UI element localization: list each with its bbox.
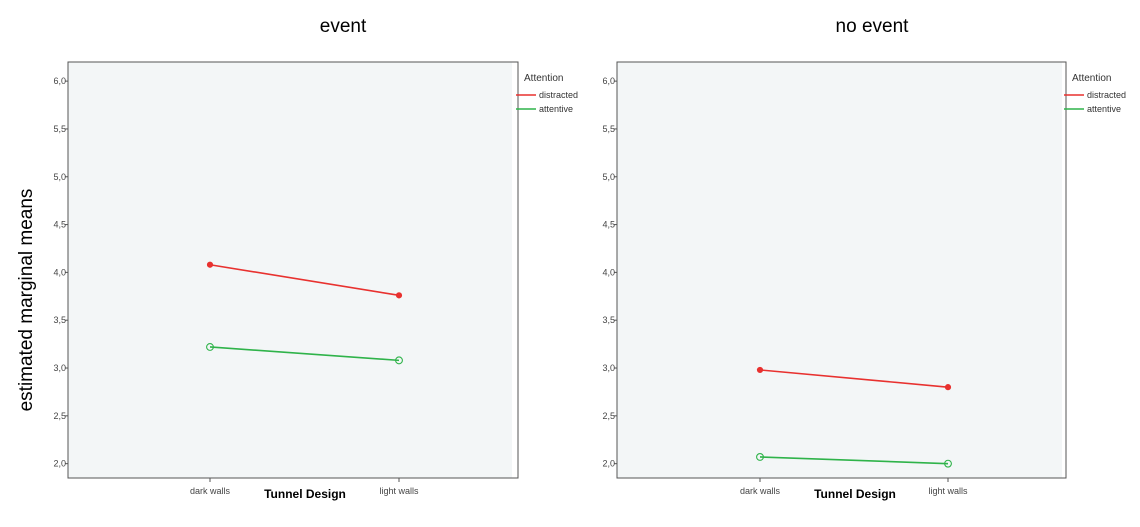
x-tick-label: light walls xyxy=(928,486,968,496)
y-tick-label: 4,0 xyxy=(602,267,615,277)
y-tick-label: 3,0 xyxy=(53,363,66,373)
data-point-attentive xyxy=(944,459,952,468)
y-tick-label: 3,5 xyxy=(602,315,615,325)
chart-title: event xyxy=(320,16,367,37)
plot-area xyxy=(617,62,1062,478)
y-tick-label: 2,5 xyxy=(53,411,66,421)
data-point-attentive xyxy=(395,356,403,365)
plot-area xyxy=(68,62,512,478)
chart-panel-1: event 2,0 2,5 3,0 3,5 4,0 4,5 5,0 5,5 6,0 dark wal… xyxy=(53,16,578,501)
legend-entry-attentive: attentive xyxy=(1087,104,1121,114)
legend-entry-distracted: distracted xyxy=(1087,90,1126,100)
x-tick-label: dark walls xyxy=(190,486,231,496)
x-tick-label: light walls xyxy=(379,486,419,496)
legend-entry-attentive: attentive xyxy=(539,104,573,114)
legend-title: Attention xyxy=(1072,73,1111,84)
y-tick-label: 3,5 xyxy=(53,315,66,325)
chart-panel-2: no event 2,0 2,5 3,0 3,5 4,0 4,5 5,0 5,5 6,0 dark … xyxy=(602,16,1126,501)
series-line-distracted xyxy=(209,263,400,297)
y-tick-label: 5,5 xyxy=(602,124,615,134)
y-tick-label: 6,0 xyxy=(602,76,615,86)
y-tick-label: 5,5 xyxy=(53,124,66,134)
y-tick-label: 4,0 xyxy=(53,267,66,277)
legend-title: Attention xyxy=(524,73,563,84)
series-line-distracted xyxy=(759,369,949,388)
data-point-distracted xyxy=(206,261,214,268)
data-point-distracted xyxy=(395,292,403,299)
series-line-attentive xyxy=(759,456,949,465)
chart-title: no event xyxy=(836,16,910,37)
y-tick-label: 6,0 xyxy=(53,76,66,86)
data-point-attentive xyxy=(206,343,214,351)
y-tick-label: 5,0 xyxy=(602,172,615,182)
y-tick-label: 2,5 xyxy=(602,411,615,421)
y-tick-label: 5,0 xyxy=(53,172,66,182)
data-point-attentive xyxy=(756,453,764,461)
x-axis-label: Tunnel Design xyxy=(814,487,896,501)
y-axis-label: estimated marginal means xyxy=(16,189,37,412)
y-tick-label: 2,0 xyxy=(602,459,615,469)
plot-frame xyxy=(616,61,1067,479)
plot-frame xyxy=(67,61,519,479)
x-axis-label: Tunnel Design xyxy=(264,487,346,501)
y-tick-label: 2,0 xyxy=(53,459,66,469)
y-tick-label: 3,0 xyxy=(602,363,615,373)
legend-entry-distracted: distracted xyxy=(539,90,578,100)
data-point-distracted xyxy=(944,384,952,391)
x-tick-label: dark walls xyxy=(740,486,781,496)
y-tick-label: 4,5 xyxy=(53,220,66,230)
series-line-attentive xyxy=(209,346,400,362)
data-point-distracted xyxy=(756,366,764,374)
y-tick-label: 4,5 xyxy=(602,220,615,230)
